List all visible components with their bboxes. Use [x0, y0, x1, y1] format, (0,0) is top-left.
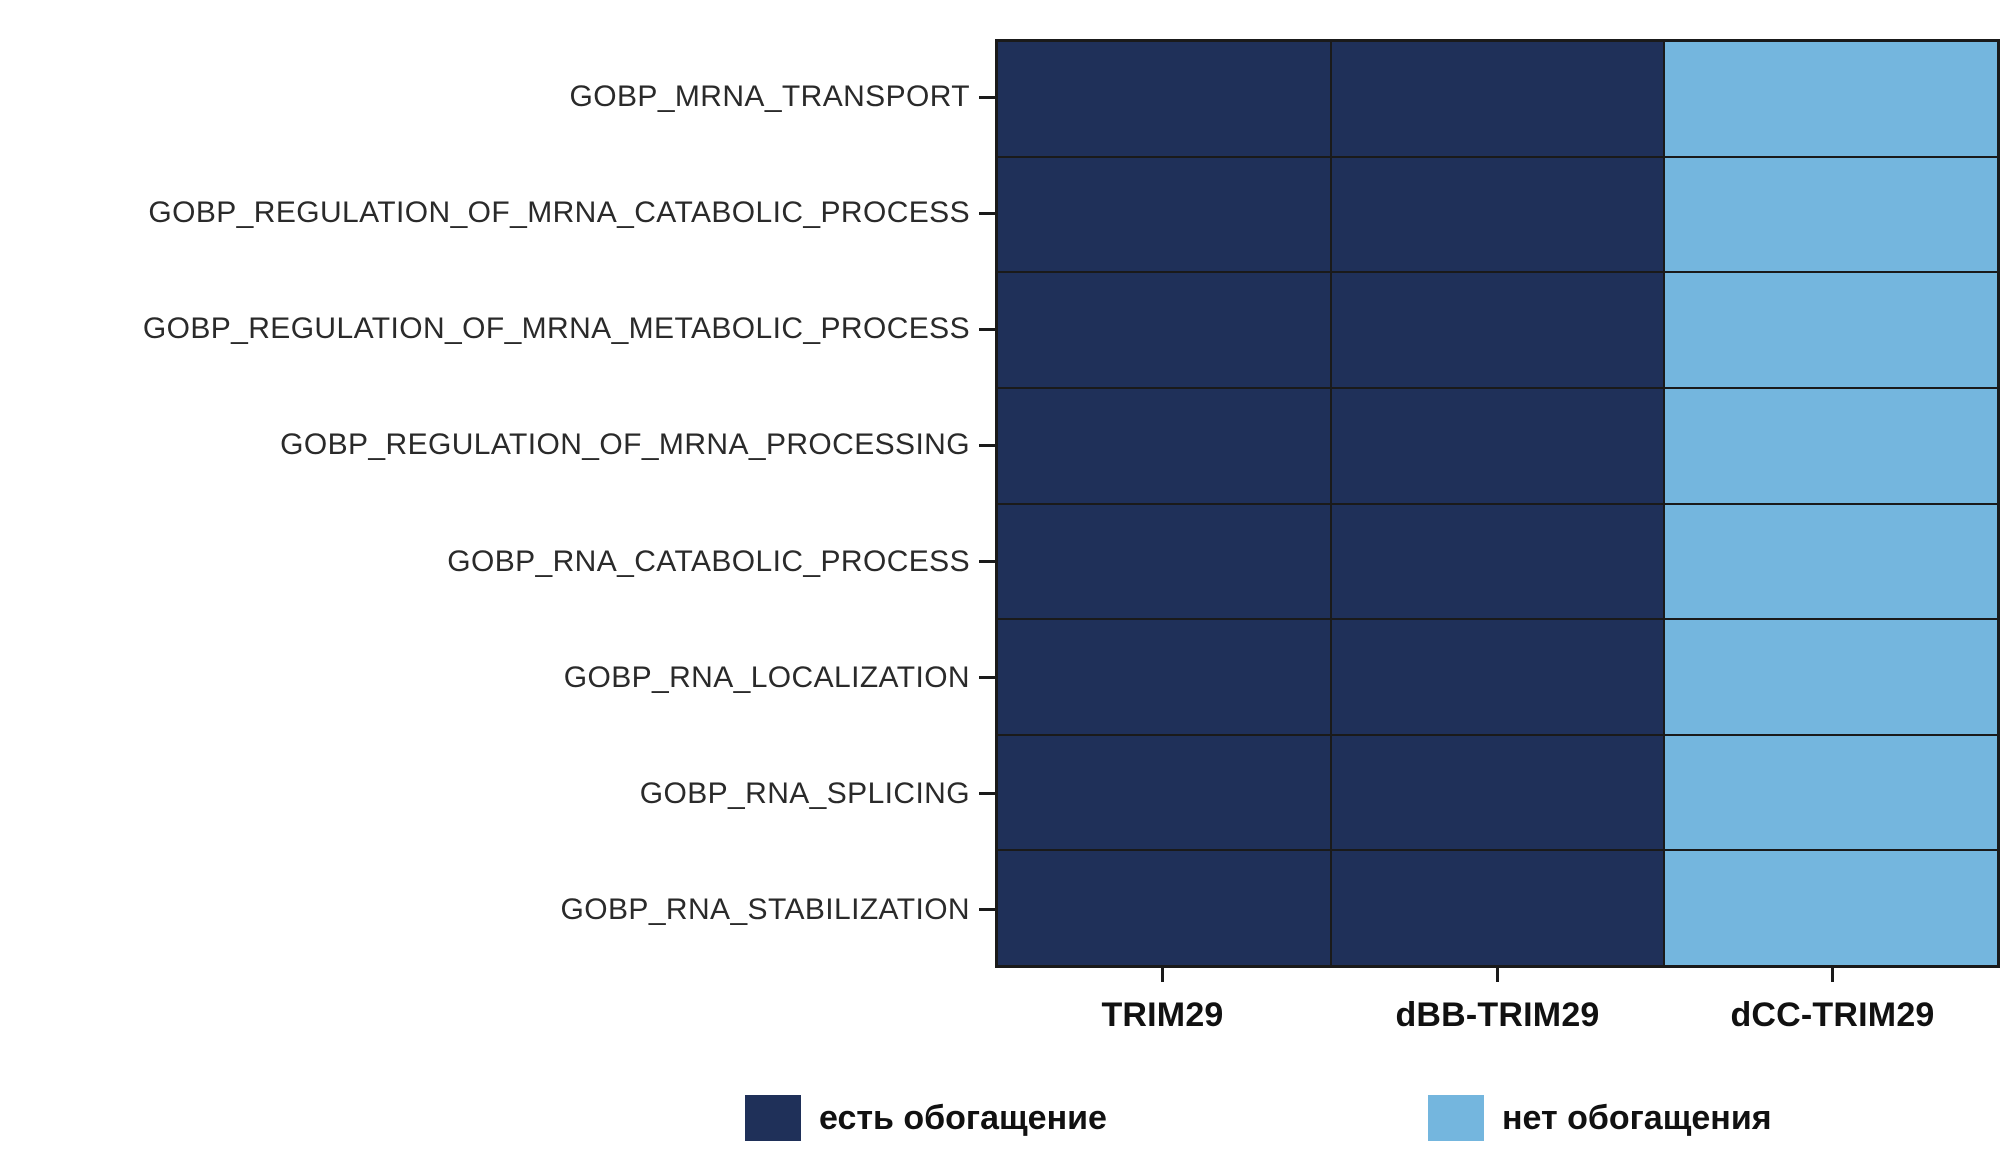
column-label-cell: TRIM29: [995, 968, 1330, 1058]
legend-swatch-not-enriched: [1428, 1095, 1484, 1141]
row-label: GOBP_RNA_STABILIZATION: [560, 892, 970, 926]
heatmap-cell: [1330, 850, 1665, 966]
heatmap-cell: [1664, 503, 1998, 620]
heatmap-grid: [995, 39, 2000, 968]
legend: есть обогащение нет обогащения: [0, 1095, 2009, 1155]
heatmap-cell: [997, 619, 1331, 735]
heatmap-cell: [1664, 619, 1998, 735]
column-label: dCC-TRIM29: [1730, 996, 1935, 1034]
heatmap-cell: [997, 850, 1331, 966]
x-tick-mark: [1496, 968, 1499, 982]
row-label-line: GOBP_REGULATION_OF_MRNA_METABOLIC_PROCES…: [0, 271, 995, 387]
row-label-line: GOBP_MRNA_TRANSPORT: [0, 39, 995, 155]
column-label-cell: dCC-TRIM29: [1665, 968, 2000, 1058]
heatmap-cell: [997, 156, 1331, 273]
x-tick-mark: [1161, 968, 1164, 982]
heatmap-cell: [1664, 387, 1998, 504]
heatmap-cell: [1330, 272, 1665, 388]
y-tick-mark: [979, 560, 995, 564]
y-tick-mark: [979, 676, 995, 680]
legend-item-enriched: есть обогащение: [745, 1095, 1107, 1141]
heatmap-cell: [1330, 156, 1665, 273]
heatmap-cell: [1664, 272, 1998, 388]
y-tick-mark: [979, 327, 995, 331]
column-label: TRIM29: [1101, 996, 1224, 1034]
column-labels: TRIM29 dBB-TRIM29 dCC-TRIM29: [995, 968, 2000, 1058]
column-label: dBB-TRIM29: [1395, 996, 1600, 1034]
row-label: GOBP_REGULATION_OF_MRNA_METABOLIC_PROCES…: [142, 312, 970, 346]
heatmap-cell: [1330, 619, 1665, 735]
x-tick-mark: [1831, 968, 1834, 982]
legend-item-not-enriched: нет обогащения: [1428, 1095, 1772, 1141]
y-tick-mark: [979, 95, 995, 99]
row-label-line: GOBP_RNA_LOCALIZATION: [0, 620, 995, 736]
row-label: GOBP_REGULATION_OF_MRNA_CATABOLIC_PROCES…: [148, 196, 970, 230]
heatmap-cell: [1664, 156, 1998, 273]
row-label: GOBP_RNA_SPLICING: [639, 776, 970, 810]
heatmap-cell: [1330, 387, 1665, 504]
heatmap-cell: [997, 734, 1331, 851]
y-tick-mark: [979, 792, 995, 796]
row-label: GOBP_RNA_CATABOLIC_PROCESS: [447, 544, 970, 578]
row-labels: GOBP_MRNA_TRANSPORT GOBP_REGULATION_OF_MR…: [0, 39, 995, 968]
y-tick-mark: [979, 211, 995, 215]
row-label: GOBP_RNA_LOCALIZATION: [563, 660, 970, 694]
heatmap-cell: [997, 387, 1331, 504]
row-label-line: GOBP_REGULATION_OF_MRNA_CATABOLIC_PROCES…: [0, 155, 995, 271]
legend-label-enriched: есть обогащение: [819, 1098, 1107, 1137]
heatmap-cell: [997, 272, 1331, 388]
row-label-line: GOBP_RNA_SPLICING: [0, 736, 995, 852]
row-label: GOBP_REGULATION_OF_MRNA_PROCESSING: [280, 428, 970, 462]
column-label-cell: dBB-TRIM29: [1330, 968, 1665, 1058]
heatmap-cell: [1664, 41, 1998, 157]
row-label: GOBP_MRNA_TRANSPORT: [569, 80, 970, 114]
y-tick-mark: [979, 908, 995, 912]
heatmap-cell: [1330, 503, 1665, 620]
heatmap-cell: [1664, 850, 1998, 966]
row-label-line: GOBP_RNA_CATABOLIC_PROCESS: [0, 504, 995, 620]
heatmap-cell: [1330, 734, 1665, 851]
heatmap-cell: [997, 503, 1331, 620]
row-label-line: GOBP_RNA_STABILIZATION: [0, 852, 995, 968]
heatmap-cell: [1664, 734, 1998, 851]
legend-swatch-enriched: [745, 1095, 801, 1141]
heatmap-cell: [997, 41, 1331, 157]
heatmap-cell: [1330, 41, 1665, 157]
row-label-line: GOBP_REGULATION_OF_MRNA_PROCESSING: [0, 387, 995, 503]
legend-label-not-enriched: нет обогащения: [1502, 1098, 1772, 1137]
y-tick-mark: [979, 443, 995, 447]
